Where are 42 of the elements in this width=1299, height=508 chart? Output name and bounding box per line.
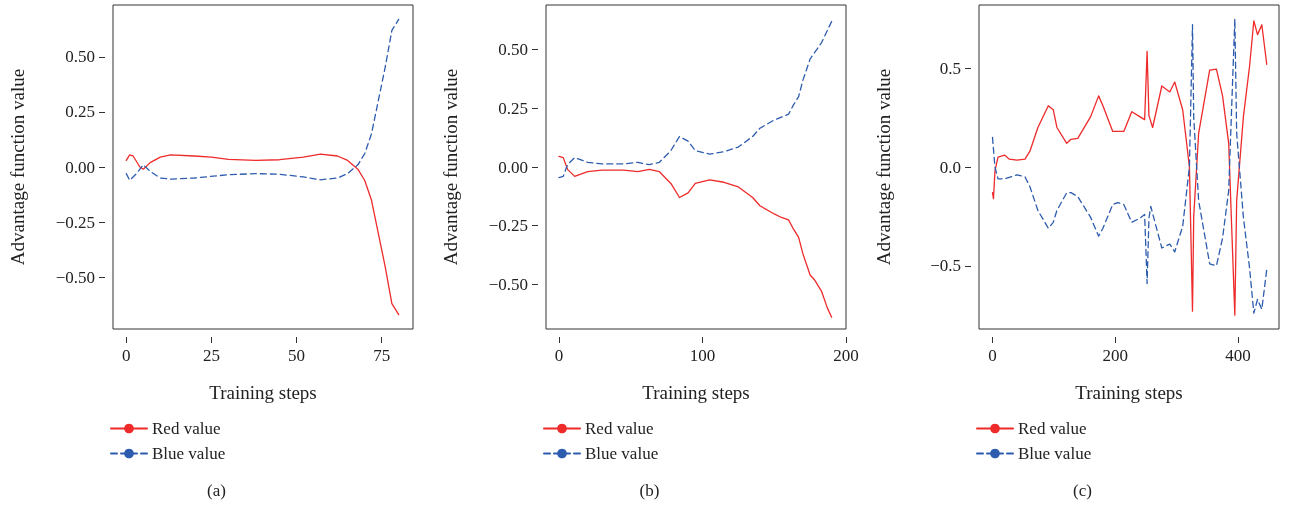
legend-label: Red value	[152, 419, 221, 438]
text: (c)	[1073, 481, 1092, 500]
x-tick-label: 200	[1102, 346, 1128, 365]
x-axis-title: Training steps	[209, 382, 317, 403]
legend-label: Red value	[585, 419, 654, 438]
y-tick-label: 0.0	[939, 157, 961, 177]
y-tick-label: −0.50	[488, 274, 528, 294]
text: (b)	[639, 481, 660, 500]
x-tick-label: 0	[554, 346, 564, 365]
x-tick-label: 75	[373, 346, 391, 365]
y-axis-title: Advantage function value	[440, 68, 461, 266]
y-tick-label: 0.00	[498, 157, 528, 177]
y-tick-label: 0.50	[65, 47, 95, 67]
line-series	[558, 155, 833, 318]
legend-label: Blue value	[1018, 444, 1092, 463]
y-tick-label: 0.25	[498, 98, 528, 118]
y-axis-title: Advantage function value	[7, 68, 28, 266]
x-tick-label: 50	[288, 346, 306, 365]
x-axis-title: Training steps	[642, 382, 750, 403]
x-tick-label: 400	[1225, 346, 1251, 365]
y-tick-label: −0.5	[930, 256, 961, 276]
y-tick-label: −0.25	[488, 216, 528, 236]
line-series	[125, 153, 400, 316]
y-tick-label: 0.5	[939, 58, 961, 78]
x-tick-label: 0	[988, 346, 997, 365]
x-tick-label: 200	[833, 346, 859, 365]
legend-label: Blue value	[152, 444, 226, 463]
text: (a)	[207, 481, 226, 500]
legend-label: Blue value	[585, 444, 659, 463]
legend-label: Red value	[1018, 419, 1087, 438]
y-tick-label: −0.50	[55, 267, 95, 287]
line-series	[125, 18, 400, 181]
x-tick-label: 25	[202, 346, 220, 365]
y-tick-label: 0.25	[65, 102, 95, 122]
x-tick-label: 100	[689, 346, 716, 365]
y-tick-label: 0.00	[65, 157, 95, 177]
x-tick-label: 0	[122, 346, 131, 365]
y-tick-label: −0.25	[55, 212, 95, 232]
y-axis-title: Advantage function value	[873, 68, 894, 266]
x-axis-title: Training steps	[1075, 382, 1183, 403]
line-series	[558, 20, 833, 179]
y-tick-label: 0.50	[498, 40, 528, 60]
